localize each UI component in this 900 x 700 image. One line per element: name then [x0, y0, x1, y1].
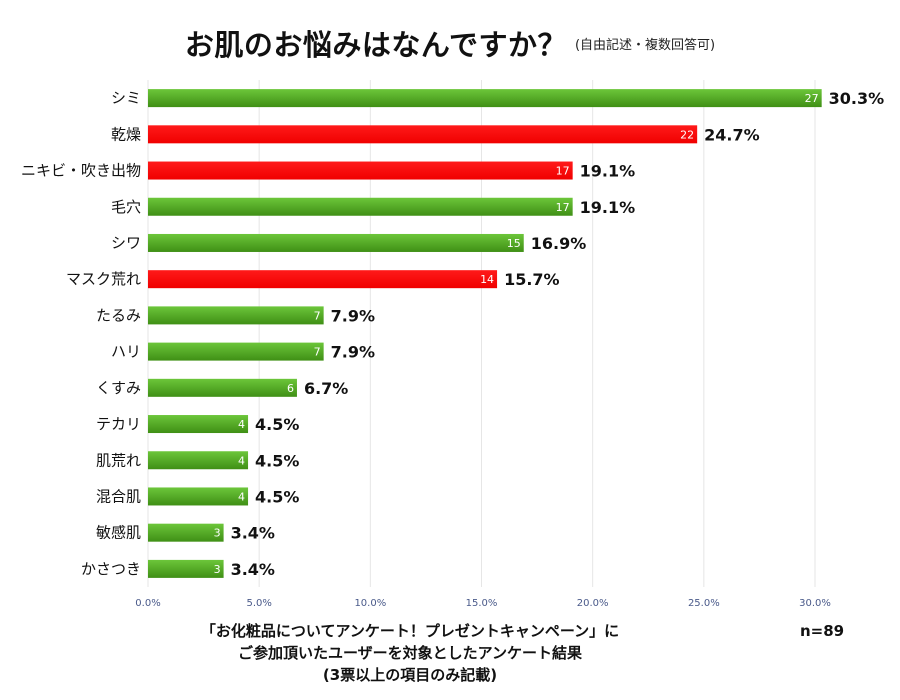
category-label: 混合肌	[96, 487, 141, 505]
category-label: ニキビ・吹き出物	[21, 162, 141, 180]
bar-percent-label: 3.4%	[231, 524, 275, 543]
bar	[148, 306, 324, 325]
chart-title-block: お肌のお悩みはなんですか？ (自由記述・複数回答可)	[0, 22, 900, 64]
category-label: 肌荒れ	[96, 451, 141, 469]
bar	[148, 451, 249, 470]
bar-count-label: 3	[214, 563, 221, 576]
category-label: かさつき	[81, 560, 141, 578]
category-label: たるみ	[96, 306, 141, 324]
x-tick-label: 10.0%	[354, 598, 386, 609]
bar	[148, 89, 822, 108]
survey-footnote: 「お化粧品についてアンケート！プレゼントキャンペーン」に ご参加頂いたユーザーを…	[150, 620, 670, 686]
bar-count-label: 14	[480, 273, 494, 286]
bar-percent-label: 19.1%	[580, 162, 636, 181]
x-tick-label: 25.0%	[688, 598, 720, 609]
bar-percent-label: 24.7%	[704, 125, 760, 144]
chart-title: お肌のお悩みはなんですか？	[184, 28, 567, 62]
category-label: くすみ	[96, 379, 141, 397]
category-label: 乾燥	[111, 125, 141, 143]
bar-count-label: 4	[238, 418, 245, 431]
bar	[148, 559, 224, 578]
footnote-line-3: (3票以上の項目のみ記載)	[322, 666, 498, 684]
bar	[148, 270, 498, 289]
category-label: テカリ	[96, 415, 141, 433]
bar-percent-label: 7.9%	[331, 306, 375, 325]
bar	[148, 415, 249, 434]
bar-percent-label: 4.5%	[255, 451, 299, 470]
bar-percent-label: 4.5%	[255, 487, 299, 506]
bar-count-label: 15	[507, 237, 521, 250]
bar	[148, 233, 524, 252]
x-tick-label: 15.0%	[466, 598, 498, 609]
category-label: シミ	[111, 89, 141, 107]
bar-count-label: 17	[556, 165, 570, 178]
bar-count-label: 17	[556, 201, 570, 214]
bar-count-label: 22	[680, 128, 694, 141]
bar-percent-label: 19.1%	[580, 198, 636, 217]
bar	[148, 378, 297, 397]
bar-count-label: 7	[314, 346, 321, 359]
footnote-line-2: ご参加頂いたユーザーを対象としたアンケート結果	[237, 644, 583, 662]
sample-size-label: n=89	[800, 622, 845, 640]
bar-count-label: 27	[805, 92, 819, 105]
bar-percent-label: 6.7%	[304, 379, 348, 398]
bar-count-label: 4	[238, 454, 245, 467]
category-label: ハリ	[111, 343, 141, 361]
bar	[148, 487, 249, 506]
bar-count-label: 7	[314, 309, 321, 322]
x-tick-label: 30.0%	[799, 598, 831, 609]
bar-percent-label: 7.9%	[331, 343, 375, 362]
bar-count-label: 3	[214, 527, 221, 540]
bar	[148, 342, 324, 361]
category-label: 敏感肌	[96, 524, 141, 542]
bar-percent-label: 3.4%	[231, 560, 275, 579]
bar-percent-label: 16.9%	[531, 234, 587, 253]
bar	[148, 161, 573, 180]
bar-percent-label: 4.5%	[255, 415, 299, 434]
category-label: マスク荒れ	[66, 270, 141, 288]
bar-count-label: 4	[238, 490, 245, 503]
bar-percent-label: 15.7%	[504, 270, 560, 289]
category-label: 毛穴	[111, 198, 141, 216]
x-tick-label: 0.0%	[135, 598, 160, 609]
footnote-line-1: 「お化粧品についてアンケート！プレゼントキャンペーン」に	[200, 622, 620, 640]
bar	[148, 197, 573, 216]
category-label: シワ	[111, 234, 141, 252]
x-tick-label: 20.0%	[577, 598, 609, 609]
chart-subtitle: (自由記述・複数回答可)	[574, 38, 716, 53]
bar	[148, 125, 698, 144]
bar	[148, 523, 224, 542]
x-tick-label: 5.0%	[246, 598, 271, 609]
bar-count-label: 6	[287, 382, 294, 395]
bar-percent-label: 30.3%	[829, 89, 885, 108]
